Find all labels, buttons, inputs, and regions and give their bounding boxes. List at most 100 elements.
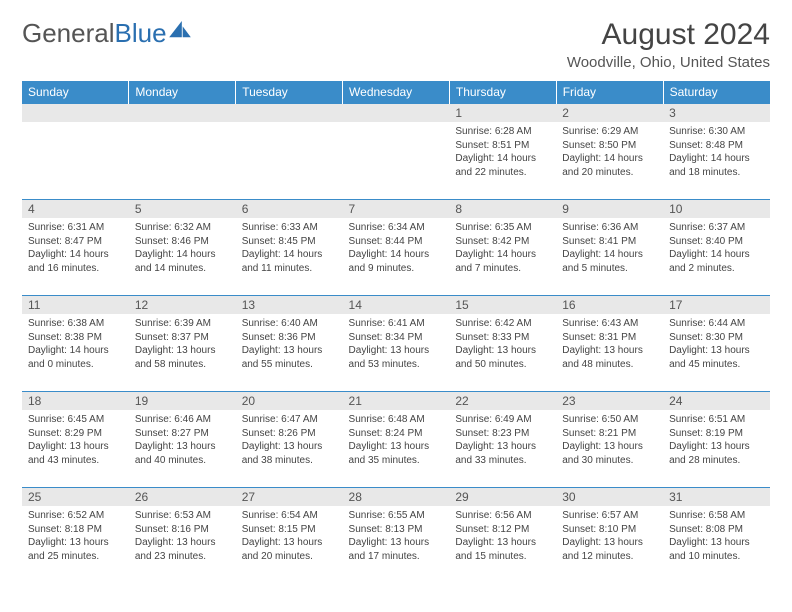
sunset-text: Sunset: 8:40 PM (669, 235, 764, 249)
sunset-text: Sunset: 8:36 PM (242, 331, 337, 345)
week-row: 4Sunrise: 6:31 AMSunset: 8:47 PMDaylight… (22, 200, 770, 296)
daylight-text: Daylight: 14 hours and 7 minutes. (455, 248, 550, 275)
daylight-text: Daylight: 14 hours and 14 minutes. (135, 248, 230, 275)
empty-day (129, 104, 236, 122)
daylight-text: Daylight: 13 hours and 35 minutes. (349, 440, 444, 467)
sunrise-text: Sunrise: 6:41 AM (349, 317, 444, 331)
day-cell: 21Sunrise: 6:48 AMSunset: 8:24 PMDayligh… (343, 392, 450, 488)
week-row: 18Sunrise: 6:45 AMSunset: 8:29 PMDayligh… (22, 392, 770, 488)
sunset-text: Sunset: 8:41 PM (562, 235, 657, 249)
sunrise-text: Sunrise: 6:46 AM (135, 413, 230, 427)
sunrise-text: Sunrise: 6:53 AM (135, 509, 230, 523)
day-cell: 9Sunrise: 6:36 AMSunset: 8:41 PMDaylight… (556, 200, 663, 296)
day-number: 6 (236, 200, 343, 218)
daylight-text: Daylight: 13 hours and 17 minutes. (349, 536, 444, 563)
daylight-text: Daylight: 13 hours and 53 minutes. (349, 344, 444, 371)
day-number: 25 (22, 488, 129, 506)
day-cell (236, 104, 343, 200)
daylight-text: Daylight: 14 hours and 11 minutes. (242, 248, 337, 275)
day-cell: 18Sunrise: 6:45 AMSunset: 8:29 PMDayligh… (22, 392, 129, 488)
day-cell: 23Sunrise: 6:50 AMSunset: 8:21 PMDayligh… (556, 392, 663, 488)
sunset-text: Sunset: 8:30 PM (669, 331, 764, 345)
day-number: 5 (129, 200, 236, 218)
day-number: 28 (343, 488, 450, 506)
day-cell: 29Sunrise: 6:56 AMSunset: 8:12 PMDayligh… (449, 488, 556, 584)
daylight-text: Daylight: 13 hours and 30 minutes. (562, 440, 657, 467)
day-number: 13 (236, 296, 343, 314)
brand-text-1: General (22, 18, 115, 49)
sunrise-text: Sunrise: 6:38 AM (28, 317, 123, 331)
daylight-text: Daylight: 14 hours and 0 minutes. (28, 344, 123, 371)
col-tuesday: Tuesday (236, 81, 343, 104)
week-row: 25Sunrise: 6:52 AMSunset: 8:18 PMDayligh… (22, 488, 770, 584)
day-details: Sunrise: 6:57 AMSunset: 8:10 PMDaylight:… (556, 506, 663, 566)
sunset-text: Sunset: 8:26 PM (242, 427, 337, 441)
day-number: 10 (663, 200, 770, 218)
sunrise-text: Sunrise: 6:49 AM (455, 413, 550, 427)
day-details: Sunrise: 6:43 AMSunset: 8:31 PMDaylight:… (556, 314, 663, 374)
sunrise-text: Sunrise: 6:56 AM (455, 509, 550, 523)
day-details: Sunrise: 6:49 AMSunset: 8:23 PMDaylight:… (449, 410, 556, 470)
day-cell: 17Sunrise: 6:44 AMSunset: 8:30 PMDayligh… (663, 296, 770, 392)
day-number: 31 (663, 488, 770, 506)
day-details: Sunrise: 6:28 AMSunset: 8:51 PMDaylight:… (449, 122, 556, 182)
daylight-text: Daylight: 14 hours and 2 minutes. (669, 248, 764, 275)
day-details: Sunrise: 6:53 AMSunset: 8:16 PMDaylight:… (129, 506, 236, 566)
sunset-text: Sunset: 8:08 PM (669, 523, 764, 537)
sunset-text: Sunset: 8:31 PM (562, 331, 657, 345)
day-details: Sunrise: 6:39 AMSunset: 8:37 PMDaylight:… (129, 314, 236, 374)
day-details: Sunrise: 6:36 AMSunset: 8:41 PMDaylight:… (556, 218, 663, 278)
day-number: 23 (556, 392, 663, 410)
day-number: 20 (236, 392, 343, 410)
sunset-text: Sunset: 8:48 PM (669, 139, 764, 153)
day-cell: 31Sunrise: 6:58 AMSunset: 8:08 PMDayligh… (663, 488, 770, 584)
day-cell: 10Sunrise: 6:37 AMSunset: 8:40 PMDayligh… (663, 200, 770, 296)
sunrise-text: Sunrise: 6:52 AM (28, 509, 123, 523)
sunset-text: Sunset: 8:27 PM (135, 427, 230, 441)
header: GeneralBlue August 2024 Woodville, Ohio,… (22, 18, 770, 71)
daylight-text: Daylight: 13 hours and 43 minutes. (28, 440, 123, 467)
day-details: Sunrise: 6:33 AMSunset: 8:45 PMDaylight:… (236, 218, 343, 278)
daylight-text: Daylight: 13 hours and 15 minutes. (455, 536, 550, 563)
day-details: Sunrise: 6:38 AMSunset: 8:38 PMDaylight:… (22, 314, 129, 374)
sunrise-text: Sunrise: 6:34 AM (349, 221, 444, 235)
col-sunday: Sunday (22, 81, 129, 104)
sunrise-text: Sunrise: 6:51 AM (669, 413, 764, 427)
day-number: 29 (449, 488, 556, 506)
day-details: Sunrise: 6:44 AMSunset: 8:30 PMDaylight:… (663, 314, 770, 374)
day-details: Sunrise: 6:41 AMSunset: 8:34 PMDaylight:… (343, 314, 450, 374)
day-number: 2 (556, 104, 663, 122)
sunrise-text: Sunrise: 6:42 AM (455, 317, 550, 331)
day-cell: 13Sunrise: 6:40 AMSunset: 8:36 PMDayligh… (236, 296, 343, 392)
sunset-text: Sunset: 8:51 PM (455, 139, 550, 153)
sunset-text: Sunset: 8:15 PM (242, 523, 337, 537)
day-details: Sunrise: 6:42 AMSunset: 8:33 PMDaylight:… (449, 314, 556, 374)
sunrise-text: Sunrise: 6:58 AM (669, 509, 764, 523)
day-cell: 1Sunrise: 6:28 AMSunset: 8:51 PMDaylight… (449, 104, 556, 200)
day-details: Sunrise: 6:45 AMSunset: 8:29 PMDaylight:… (22, 410, 129, 470)
sunset-text: Sunset: 8:19 PM (669, 427, 764, 441)
col-monday: Monday (129, 81, 236, 104)
sunset-text: Sunset: 8:37 PM (135, 331, 230, 345)
day-details: Sunrise: 6:37 AMSunset: 8:40 PMDaylight:… (663, 218, 770, 278)
day-number: 19 (129, 392, 236, 410)
week-row: 1Sunrise: 6:28 AMSunset: 8:51 PMDaylight… (22, 104, 770, 200)
sunrise-text: Sunrise: 6:48 AM (349, 413, 444, 427)
sunset-text: Sunset: 8:10 PM (562, 523, 657, 537)
day-number: 9 (556, 200, 663, 218)
daylight-text: Daylight: 13 hours and 48 minutes. (562, 344, 657, 371)
sunrise-text: Sunrise: 6:43 AM (562, 317, 657, 331)
sunset-text: Sunset: 8:34 PM (349, 331, 444, 345)
day-cell: 8Sunrise: 6:35 AMSunset: 8:42 PMDaylight… (449, 200, 556, 296)
sunrise-text: Sunrise: 6:54 AM (242, 509, 337, 523)
day-cell (22, 104, 129, 200)
day-cell: 26Sunrise: 6:53 AMSunset: 8:16 PMDayligh… (129, 488, 236, 584)
daylight-text: Daylight: 13 hours and 55 minutes. (242, 344, 337, 371)
day-number: 8 (449, 200, 556, 218)
day-cell: 15Sunrise: 6:42 AMSunset: 8:33 PMDayligh… (449, 296, 556, 392)
week-row: 11Sunrise: 6:38 AMSunset: 8:38 PMDayligh… (22, 296, 770, 392)
day-cell: 22Sunrise: 6:49 AMSunset: 8:23 PMDayligh… (449, 392, 556, 488)
day-details: Sunrise: 6:34 AMSunset: 8:44 PMDaylight:… (343, 218, 450, 278)
sunset-text: Sunset: 8:16 PM (135, 523, 230, 537)
daylight-text: Daylight: 13 hours and 23 minutes. (135, 536, 230, 563)
